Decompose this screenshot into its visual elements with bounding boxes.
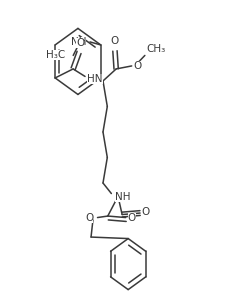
Text: O: O [111, 36, 119, 46]
Text: CH₃: CH₃ [146, 44, 165, 54]
Text: O: O [128, 213, 136, 223]
Text: NH: NH [115, 191, 130, 201]
Text: O: O [85, 212, 93, 222]
Text: O: O [141, 208, 150, 218]
Text: O: O [133, 61, 141, 71]
Text: HN: HN [87, 75, 103, 85]
Text: NH: NH [71, 37, 86, 47]
Text: O: O [76, 38, 84, 48]
Text: H₃C: H₃C [45, 50, 65, 60]
